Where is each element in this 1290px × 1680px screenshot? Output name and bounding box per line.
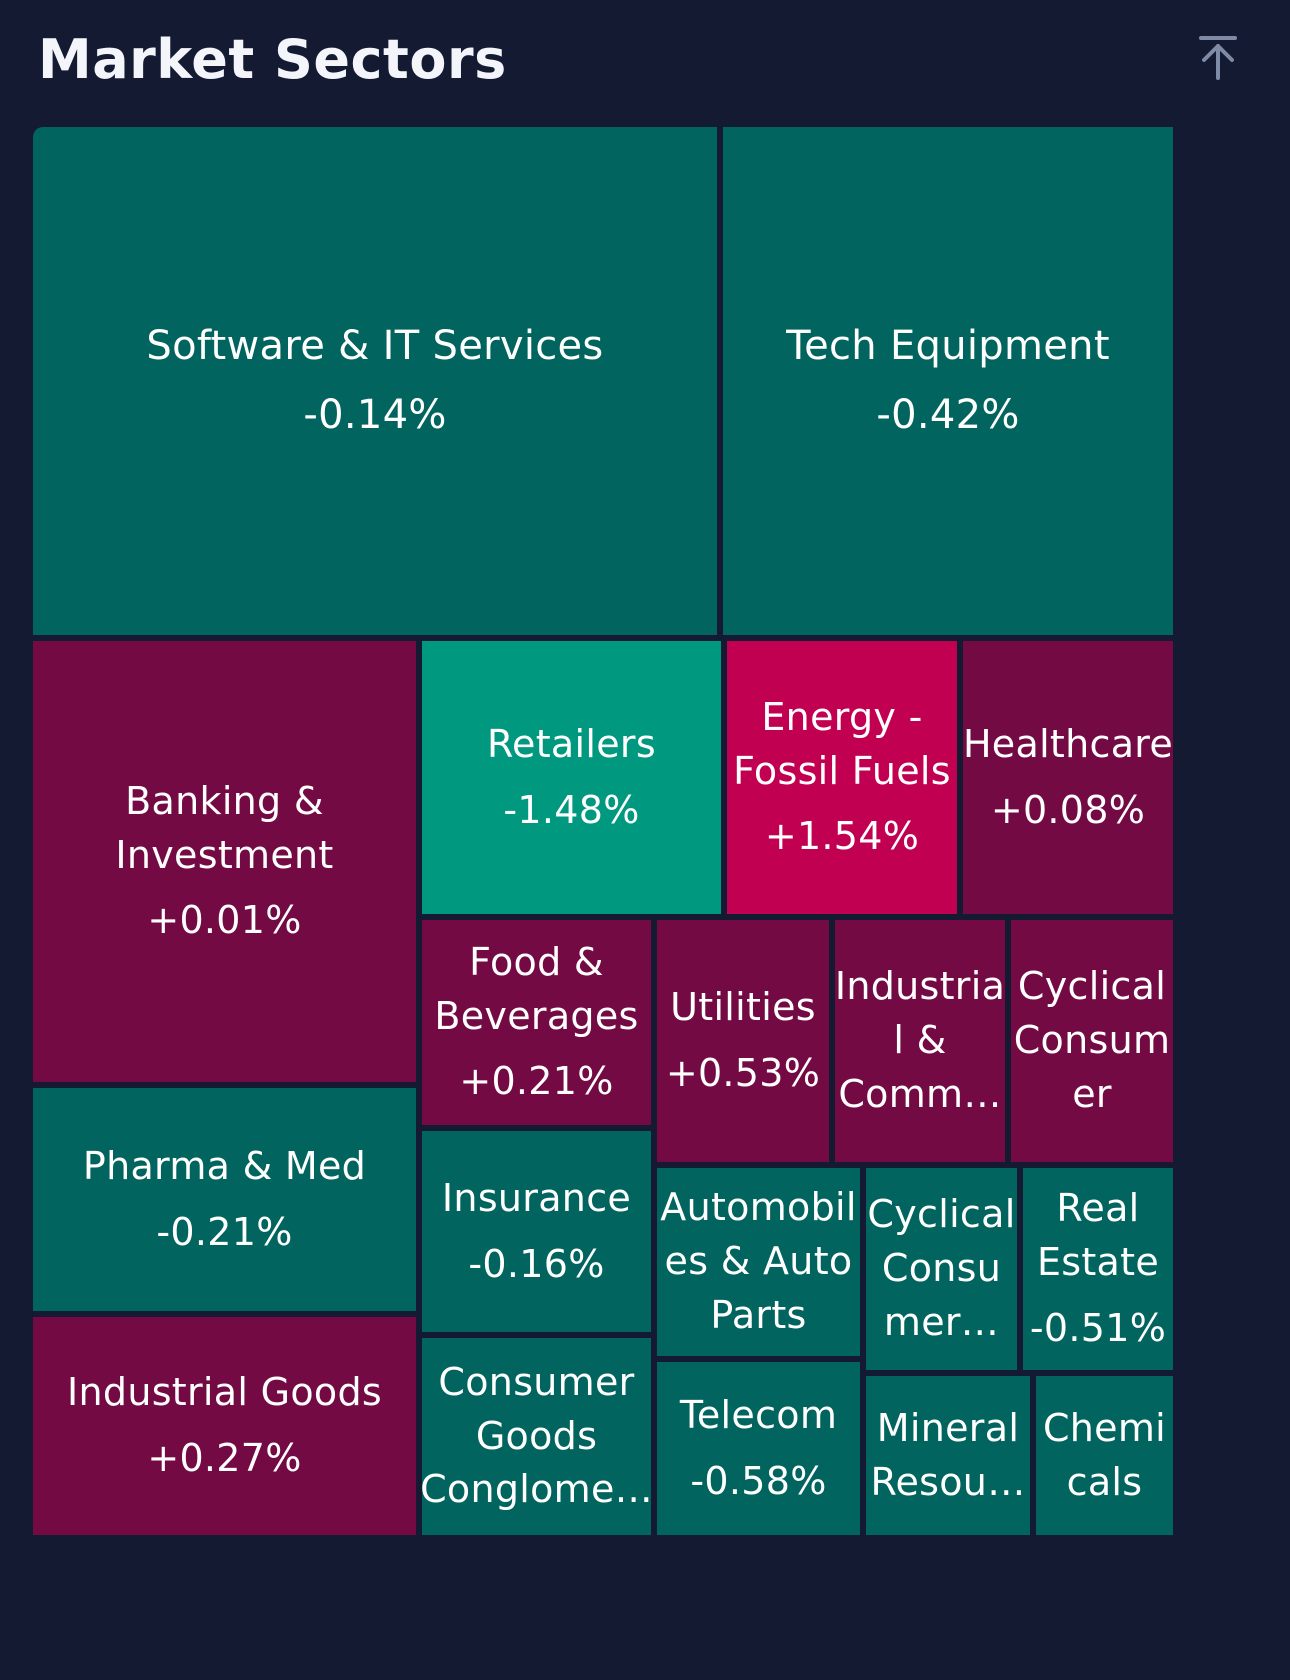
sector-tile[interactable]: Software & IT Services -0.14% (33, 127, 717, 635)
sector-name: Retailers (487, 721, 656, 766)
sector-change: +0.27% (147, 1436, 302, 1480)
sector-tile[interactable]: Pharma & Med -0.21% (33, 1088, 416, 1311)
sector-name: Tech Equipment (786, 323, 1110, 370)
sector-tile[interactable]: Industria l & Comm… (835, 920, 1005, 1162)
sector-name: Cyclical Consum er (1013, 964, 1171, 1116)
sector-name: Food & Beverages (434, 939, 639, 1038)
sector-name: Consumer Goods Conglome… (422, 1359, 651, 1512)
sector-name: Industria l & Comm… (835, 964, 1005, 1116)
sector-tile[interactable]: Tech Equipment -0.42% (723, 127, 1173, 635)
sector-change: -0.42% (876, 392, 1020, 438)
sector-name: Insurance (441, 1175, 632, 1220)
sector-tile[interactable]: Consumer Goods Conglome… (422, 1338, 651, 1535)
sector-tile[interactable]: Food & Beverages +0.21% (422, 920, 651, 1125)
arrow-up-to-top-icon (1199, 36, 1237, 80)
sector-change: -0.51% (1029, 1305, 1167, 1350)
sector-change: +0.53% (665, 1051, 821, 1095)
sector-tile[interactable]: Energy - Fossil Fuels +1.54% (727, 641, 957, 914)
sector-tile[interactable]: Banking & Investment +0.01% (33, 641, 416, 1082)
sector-name: Energy - Fossil Fuels (733, 694, 951, 793)
collapse-button[interactable] (1188, 28, 1248, 88)
sector-change: -0.14% (303, 392, 447, 438)
sector-change: -1.48% (503, 787, 640, 832)
sector-treemap: Software & IT Services -0.14% Tech Equipme… (33, 127, 1257, 1645)
sector-name: Software & IT Services (146, 323, 604, 370)
sector-name: Pharma & Med (82, 1143, 367, 1188)
sector-change: +0.08% (990, 787, 1146, 832)
sector-tile[interactable]: Real Estate -0.51% (1023, 1168, 1173, 1370)
sector-name: Chemi cals (1042, 1405, 1167, 1504)
sector-tile[interactable]: Telecom -0.58% (657, 1362, 860, 1535)
sector-change: -0.21% (156, 1209, 293, 1254)
sector-tile[interactable]: Insurance -0.16% (422, 1131, 651, 1332)
sector-name: Utilities (670, 985, 816, 1030)
sector-tile[interactable]: Cyclical Consu mer… (866, 1168, 1017, 1370)
sector-tile[interactable]: Chemi cals (1036, 1376, 1173, 1535)
sector-tile[interactable]: Utilities +0.53% (657, 920, 829, 1162)
sector-tile[interactable]: Healthcare +0.08% (963, 641, 1173, 914)
sector-tile[interactable]: Cyclical Consum er (1011, 920, 1173, 1162)
sector-name: Mineral Resou… (870, 1405, 1026, 1504)
sector-change: +1.54% (764, 814, 920, 859)
sector-name: Healthcare (963, 721, 1173, 766)
header: Market Sectors (0, 0, 1290, 120)
sector-change: -0.58% (690, 1458, 827, 1503)
sector-name: Real Estate (1036, 1186, 1160, 1285)
sector-name: Telecom (679, 1392, 838, 1437)
sector-name: Cyclical Consu mer… (867, 1192, 1016, 1344)
page-title: Market Sectors (38, 28, 507, 91)
sector-tile[interactable]: Mineral Resou… (866, 1376, 1030, 1535)
sector-change: +0.21% (459, 1059, 614, 1104)
sector-name: Automobil es & Auto Parts (660, 1185, 857, 1337)
sector-tile[interactable]: Automobil es & Auto Parts (657, 1168, 860, 1356)
sector-change: +0.01% (147, 898, 302, 943)
sector-tile[interactable]: Industrial Goods +0.27% (33, 1317, 416, 1535)
sector-name: Industrial Goods (67, 1370, 382, 1415)
sector-name: Banking & Investment (115, 778, 334, 877)
sector-change: -0.16% (468, 1241, 605, 1286)
sector-tile[interactable]: Retailers -1.48% (422, 641, 721, 914)
